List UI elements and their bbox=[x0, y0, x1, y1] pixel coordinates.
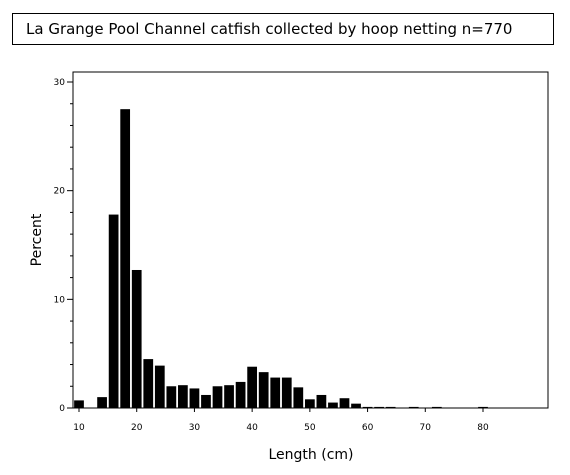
bar-30 bbox=[189, 388, 200, 408]
bar-18 bbox=[120, 109, 131, 409]
chart-title: La Grange Pool Channel catfish collected… bbox=[12, 13, 554, 45]
y-axis-label: Percent bbox=[29, 213, 45, 266]
x-tick-label: 10 bbox=[73, 423, 85, 433]
bar-24 bbox=[154, 365, 165, 408]
bar-64 bbox=[385, 406, 396, 408]
bar-20 bbox=[131, 269, 142, 408]
x-tick-label: 80 bbox=[477, 423, 489, 433]
bar-10 bbox=[74, 400, 84, 408]
x-axis: 10 20 30 40 50 60 70 80 bbox=[73, 408, 489, 433]
bars-group bbox=[74, 109, 488, 409]
bar-50 bbox=[304, 399, 315, 408]
y-tick-label: 0 bbox=[59, 404, 65, 414]
bar-72 bbox=[431, 406, 442, 408]
bar-56 bbox=[339, 398, 350, 408]
x-tick-label: 60 bbox=[362, 423, 374, 433]
bar-40 bbox=[247, 366, 258, 408]
bar-54 bbox=[328, 402, 338, 408]
x-axis-label: Length (cm) bbox=[269, 447, 354, 463]
bar-14 bbox=[97, 397, 107, 408]
y-tick-label: 10 bbox=[54, 295, 66, 305]
bar-44 bbox=[270, 377, 281, 408]
x-tick-label: 20 bbox=[131, 423, 143, 433]
x-tick-label: 50 bbox=[304, 423, 316, 433]
x-tick-label: 70 bbox=[420, 423, 432, 433]
y-axis: 0 10 20 30 bbox=[54, 78, 73, 414]
y-tick-label: 20 bbox=[54, 187, 66, 197]
x-tick-label: 30 bbox=[189, 423, 201, 433]
bar-28 bbox=[178, 385, 188, 408]
bar-46 bbox=[281, 377, 292, 408]
bar-80 bbox=[478, 406, 488, 408]
bar-62 bbox=[374, 406, 384, 408]
bar-32 bbox=[201, 394, 211, 408]
bar-38 bbox=[235, 381, 246, 408]
bar-60 bbox=[362, 406, 373, 408]
bar-68 bbox=[408, 406, 419, 408]
y-tick-label: 30 bbox=[54, 78, 66, 88]
bar-26 bbox=[166, 386, 177, 408]
bar-42 bbox=[258, 372, 269, 408]
bar-36 bbox=[224, 385, 234, 408]
plot-frame bbox=[72, 71, 549, 409]
bar-52 bbox=[316, 394, 327, 408]
bar-58 bbox=[351, 403, 361, 408]
bar-16 bbox=[108, 214, 119, 408]
bar-34 bbox=[212, 386, 223, 408]
x-tick-label: 40 bbox=[246, 423, 258, 433]
bar-22 bbox=[143, 359, 154, 408]
bar-48 bbox=[293, 387, 304, 408]
